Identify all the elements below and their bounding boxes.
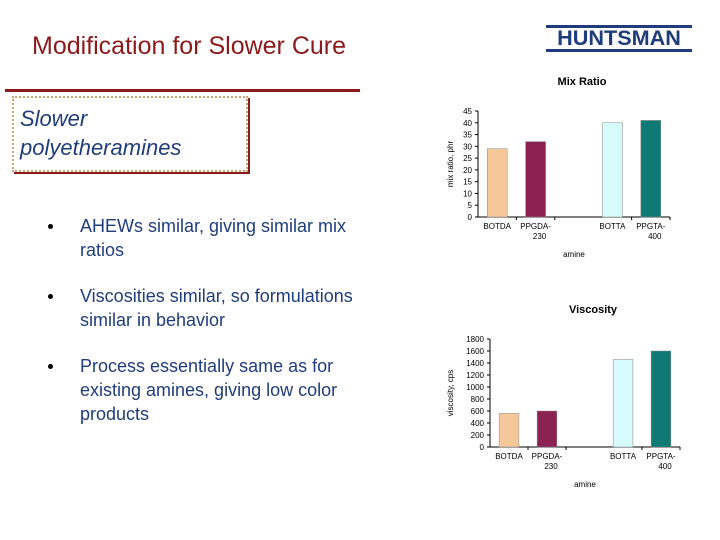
bullet-text: Viscosities similar, so formulations sim… [80,286,353,330]
y-tick-label: 1800 [466,335,484,344]
y-tick-label: 25 [463,154,472,163]
bar [650,350,672,448]
bar [525,141,546,218]
y-tick-label: 10 [463,189,472,198]
bar [640,120,662,218]
y-tick-label: 1000 [466,383,484,392]
logo-bottom-bar [546,49,692,52]
x-tick-label: PPGTA-400 [646,452,676,471]
y-axis-label: viscosity, cps [446,370,455,417]
bullet-list: AHEWs similar, giving similar mix ratios… [48,214,378,448]
y-tick-label: 40 [463,119,472,128]
x-tick-label: BOTDA [483,222,511,231]
chart-title: Mix Ratio [558,76,607,88]
y-tick-label: 20 [463,166,472,175]
bar [486,148,508,218]
bullet-item: Process essentially same as for existing… [48,354,378,426]
y-tick-label: 30 [463,142,472,151]
bar [602,122,623,218]
bullet-item: AHEWs similar, giving similar mix ratios [48,214,378,262]
subtitle-box: Slower polyetheramines [12,96,248,172]
x-tick-label: BOTTA [610,452,637,461]
bar [536,410,558,448]
x-tick-label: BOTTA [599,222,626,231]
bullet-dot-icon [48,294,53,299]
y-tick-label: 0 [480,443,485,452]
x-tick-label: PPGDA-230 [520,222,551,241]
logo-text: HUNTSMAN [557,27,681,50]
y-tick-label: 400 [471,419,485,428]
y-axis-label: mix ratio, phr [446,141,455,188]
x-axis-label: amine [574,480,596,489]
y-tick-label: 1600 [466,347,484,356]
bullet-item: Viscosities similar, so formulations sim… [48,284,378,332]
bullet-text: Process essentially same as for existing… [80,356,338,424]
huntsman-logo: HUNTSMAN [546,25,692,52]
bullet-dot-icon [48,224,53,229]
logo-top-bar [546,25,692,28]
y-tick-label: 15 [463,178,472,187]
y-tick-label: 0 [468,213,473,222]
x-tick-label: PPGTA-400 [636,222,666,241]
title-rule [5,89,360,92]
x-tick-label: PPGDA-230 [532,452,563,471]
bar [612,359,634,448]
y-tick-label: 45 [463,107,472,116]
bullet-dot-icon [48,364,53,369]
x-tick-label: BOTDA [495,452,523,461]
y-tick-label: 600 [471,407,485,416]
y-tick-label: 1400 [466,359,484,368]
y-tick-label: 35 [463,131,472,140]
slide-title: Modification for Slower Cure [32,32,347,60]
subtitle-text: Slower polyetheramines [20,106,182,160]
y-tick-label: 200 [471,431,485,440]
y-tick-label: 1200 [466,371,484,380]
y-tick-label: 800 [471,395,485,404]
bullet-text: AHEWs similar, giving similar mix ratios [80,216,347,260]
bar [498,413,520,448]
x-axis-label: amine [563,250,585,259]
y-tick-label: 5 [468,201,473,210]
chart-title: Viscosity [569,304,618,316]
